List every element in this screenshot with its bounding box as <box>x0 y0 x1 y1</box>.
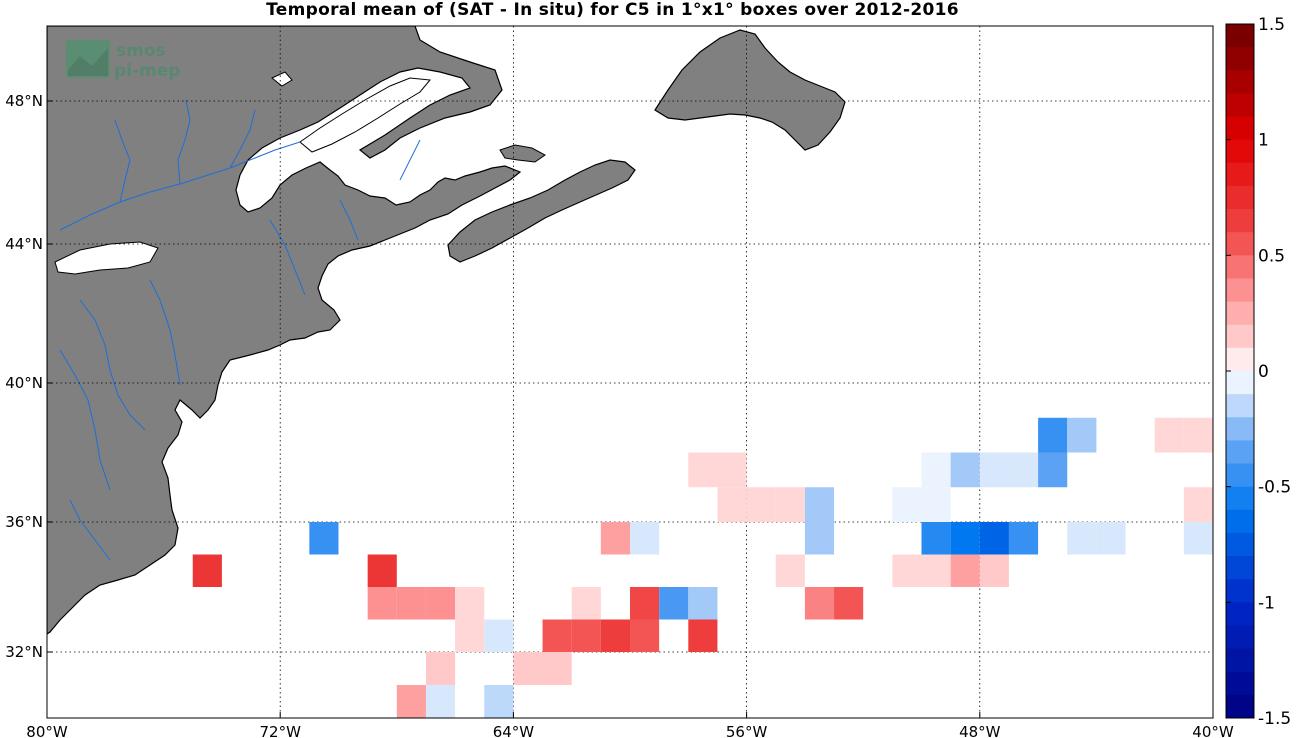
heatmap-cell <box>717 487 747 522</box>
heatmap-cell <box>1154 417 1184 453</box>
heatmap-cell <box>630 522 660 555</box>
heatmap-cell <box>950 554 980 587</box>
y-tick-label: 44°N <box>5 235 43 253</box>
heatmap-cell <box>921 452 951 488</box>
heatmap-cell <box>425 652 456 685</box>
great-lake <box>54 241 159 275</box>
logo-line2: pi-mep <box>114 61 180 81</box>
heatmap-cell <box>425 587 456 620</box>
x-tick-label: 56°W <box>726 723 768 738</box>
smos-pimep-logo: smos pi-mep <box>66 40 180 81</box>
heatmap-cell <box>892 554 922 587</box>
rivers <box>59 99 421 561</box>
heatmap-cell <box>746 487 776 522</box>
heatmap-cell <box>571 587 601 620</box>
heatmap-cell <box>484 619 514 652</box>
heatmap-cell <box>921 487 951 522</box>
land-north-america <box>47 26 522 635</box>
heatmap-cell <box>892 487 922 522</box>
heatmap-cell <box>396 587 426 620</box>
y-tick-label: 48°N <box>5 92 43 110</box>
x-tick-label: 64°W <box>493 723 535 738</box>
heatmap-cell <box>630 587 660 620</box>
heatmap-cell <box>950 522 980 555</box>
heatmap-cell <box>979 554 1009 587</box>
heatmap-cell <box>367 587 397 620</box>
chart-title: Temporal mean of (SAT - In situ) for C5 … <box>266 0 959 20</box>
heatmap-cell <box>192 554 222 587</box>
heatmap-cell <box>659 587 689 620</box>
heatmap-cell <box>367 554 397 587</box>
map-gridlines <box>47 26 1213 718</box>
heatmap-cell <box>804 487 835 522</box>
land-newfoundland <box>654 29 846 151</box>
heatmap-cell <box>979 452 1009 488</box>
heatmap-cells <box>192 417 1213 718</box>
heatmap-cell <box>484 685 514 718</box>
heatmap-cell <box>717 452 747 488</box>
heatmap-cell <box>1183 417 1213 453</box>
heatmap-cell <box>804 587 835 620</box>
axis-ticks: 80°W 72°W 64°W 56°W 48°W 40°W 32°N 36°N 40°N 44°N… <box>5 92 1234 738</box>
heatmap-cell <box>804 522 835 555</box>
heatmap-cell <box>775 487 805 522</box>
y-tick-label: 40°N <box>5 374 43 392</box>
heatmap-cell <box>396 685 426 718</box>
heatmap-cell <box>513 652 543 685</box>
heatmap-cell <box>1008 452 1039 488</box>
heatmap-cell <box>1183 522 1213 555</box>
x-tick-label: 40°W <box>1192 723 1234 738</box>
heatmap-cell <box>688 587 718 620</box>
y-tick-label: 36°N <box>5 513 43 531</box>
heatmap-cell <box>571 619 601 652</box>
heatmap-cell <box>979 522 1009 555</box>
heatmap-cell <box>425 685 456 718</box>
x-tick-label: 48°W <box>959 723 1001 738</box>
heatmap-cell <box>1067 417 1097 453</box>
heatmap-cell <box>542 652 572 685</box>
heatmap-cell <box>1038 452 1068 488</box>
heatmap-cell <box>950 452 980 488</box>
y-tick-label: 32°N <box>5 643 43 661</box>
lake-small <box>271 71 293 87</box>
x-tick-label: 80°W <box>26 723 68 738</box>
map-frame <box>46 25 1214 719</box>
heatmap-cell <box>455 587 485 620</box>
heatmap-cell <box>1038 417 1068 453</box>
heatmap-cell <box>600 522 630 555</box>
heatmap-cell <box>455 619 485 652</box>
heatmap-cell <box>921 554 951 587</box>
heatmap-cell <box>921 522 951 555</box>
land-nova-scotia <box>447 159 636 263</box>
heatmap-cell <box>1183 487 1213 522</box>
logo-line1: smos <box>116 41 166 61</box>
heatmap-cell <box>309 522 339 555</box>
x-tick-label: 72°W <box>259 723 301 738</box>
heatmap-cell <box>542 619 572 652</box>
land-pei <box>499 144 546 163</box>
heatmap-cell <box>688 452 718 488</box>
heatmap-cell <box>775 554 805 587</box>
heatmap-cell <box>1008 522 1039 555</box>
heatmap-cell <box>1096 522 1126 555</box>
heatmap-cell <box>688 619 718 652</box>
heatmap-cell <box>1067 522 1097 555</box>
heatmap-cell <box>600 619 630 652</box>
st-lawrence-estuary <box>299 77 431 153</box>
heatmap-cell <box>630 619 660 652</box>
heatmap-cell <box>834 587 864 620</box>
